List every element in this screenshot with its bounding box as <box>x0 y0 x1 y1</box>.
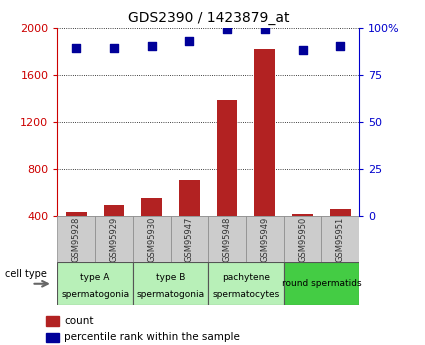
Text: GSM95928: GSM95928 <box>72 216 81 262</box>
Text: GSM95929: GSM95929 <box>110 216 119 262</box>
Bar <box>46 333 59 342</box>
Bar <box>284 262 359 305</box>
Point <box>261 27 268 32</box>
Point <box>299 47 306 53</box>
Bar <box>57 216 95 262</box>
Text: percentile rank within the sample: percentile rank within the sample <box>65 333 240 342</box>
Bar <box>179 180 200 216</box>
Text: count: count <box>65 316 94 326</box>
Point <box>337 43 344 49</box>
Bar <box>246 216 284 262</box>
Title: GDS2390 / 1423879_at: GDS2390 / 1423879_at <box>128 11 289 25</box>
Bar <box>57 262 133 305</box>
Bar <box>133 216 170 262</box>
Bar <box>46 316 59 326</box>
Text: GSM95949: GSM95949 <box>261 216 269 262</box>
Bar <box>217 100 238 216</box>
Bar <box>104 205 125 216</box>
Bar <box>95 216 133 262</box>
Bar <box>208 262 284 305</box>
Text: spermatogonia: spermatogonia <box>136 290 204 299</box>
Text: spermatogonia: spermatogonia <box>61 290 129 299</box>
Bar <box>292 214 313 216</box>
Text: GSM95930: GSM95930 <box>147 216 156 262</box>
Text: GSM95951: GSM95951 <box>336 216 345 262</box>
Bar <box>66 212 87 216</box>
Bar <box>321 216 359 262</box>
Point <box>110 46 117 51</box>
Bar <box>330 209 351 216</box>
Text: type A: type A <box>80 273 110 282</box>
Bar <box>255 49 275 216</box>
Bar <box>133 262 208 305</box>
Bar <box>284 216 321 262</box>
Bar <box>170 216 208 262</box>
Text: cell type: cell type <box>5 269 46 279</box>
Point <box>73 46 79 51</box>
Text: GSM95947: GSM95947 <box>185 216 194 262</box>
Text: spermatocytes: spermatocytes <box>212 290 280 299</box>
Bar <box>208 216 246 262</box>
Point <box>186 38 193 43</box>
Text: pachytene: pachytene <box>222 273 270 282</box>
Text: round spermatids: round spermatids <box>282 279 361 288</box>
Bar <box>141 198 162 216</box>
Point <box>224 27 230 32</box>
Text: GSM95948: GSM95948 <box>223 216 232 262</box>
Text: type B: type B <box>156 273 185 282</box>
Point <box>148 43 155 49</box>
Text: GSM95950: GSM95950 <box>298 216 307 262</box>
